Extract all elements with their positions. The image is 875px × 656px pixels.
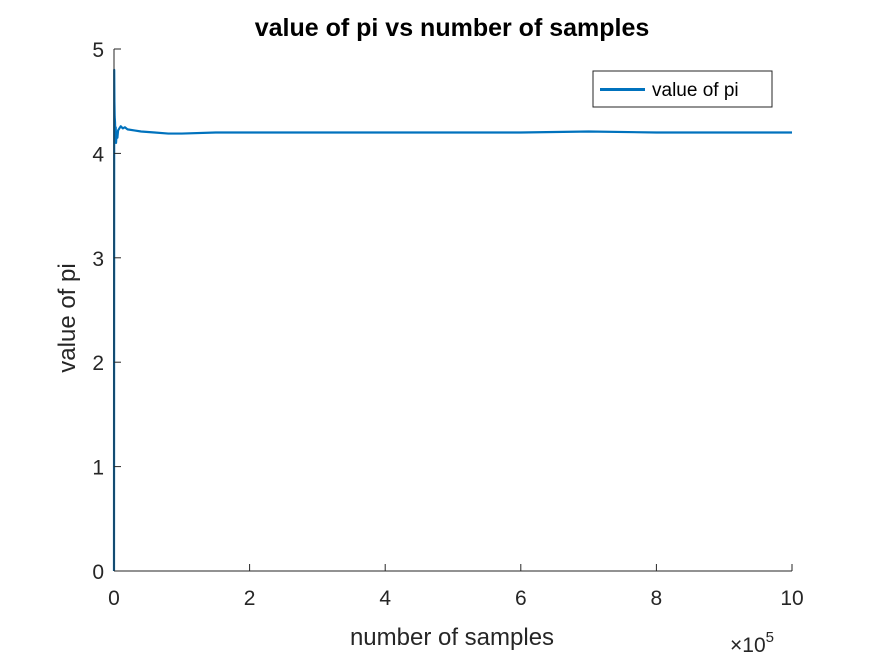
y-axis-label: value of pi (54, 263, 81, 372)
x-exponent-label: ×105 (730, 629, 774, 656)
y-tick-label: 2 (92, 352, 104, 375)
x-tick-label: 6 (515, 587, 527, 610)
x-axis-label: number of samples (350, 624, 554, 651)
x-exponent-prefix: ×10 (730, 634, 766, 656)
x-tick-label: 8 (651, 587, 663, 610)
y-tick-label: 4 (92, 143, 104, 166)
y-tick-label: 3 (92, 248, 104, 271)
series-line-0 (112, 68, 792, 572)
legend-entry-label: value of pi (652, 80, 739, 101)
chart-title: value of pi vs number of samples (255, 14, 650, 42)
y-tick-label: 5 (92, 39, 104, 62)
y-tick-label: 1 (92, 457, 104, 480)
legend: value of pi (592, 70, 773, 108)
x-tick-label: 4 (379, 587, 391, 610)
x-tick-label: 10 (780, 587, 803, 610)
plot-area (112, 68, 792, 572)
y-tick-label: 0 (92, 561, 104, 584)
axes: 0 2 4 6 8 10 0 1 2 3 4 5 (92, 39, 803, 610)
x-exponent-power: 5 (766, 629, 774, 646)
x-tick-label: 2 (244, 587, 256, 610)
x-tick-label: 0 (108, 587, 120, 610)
